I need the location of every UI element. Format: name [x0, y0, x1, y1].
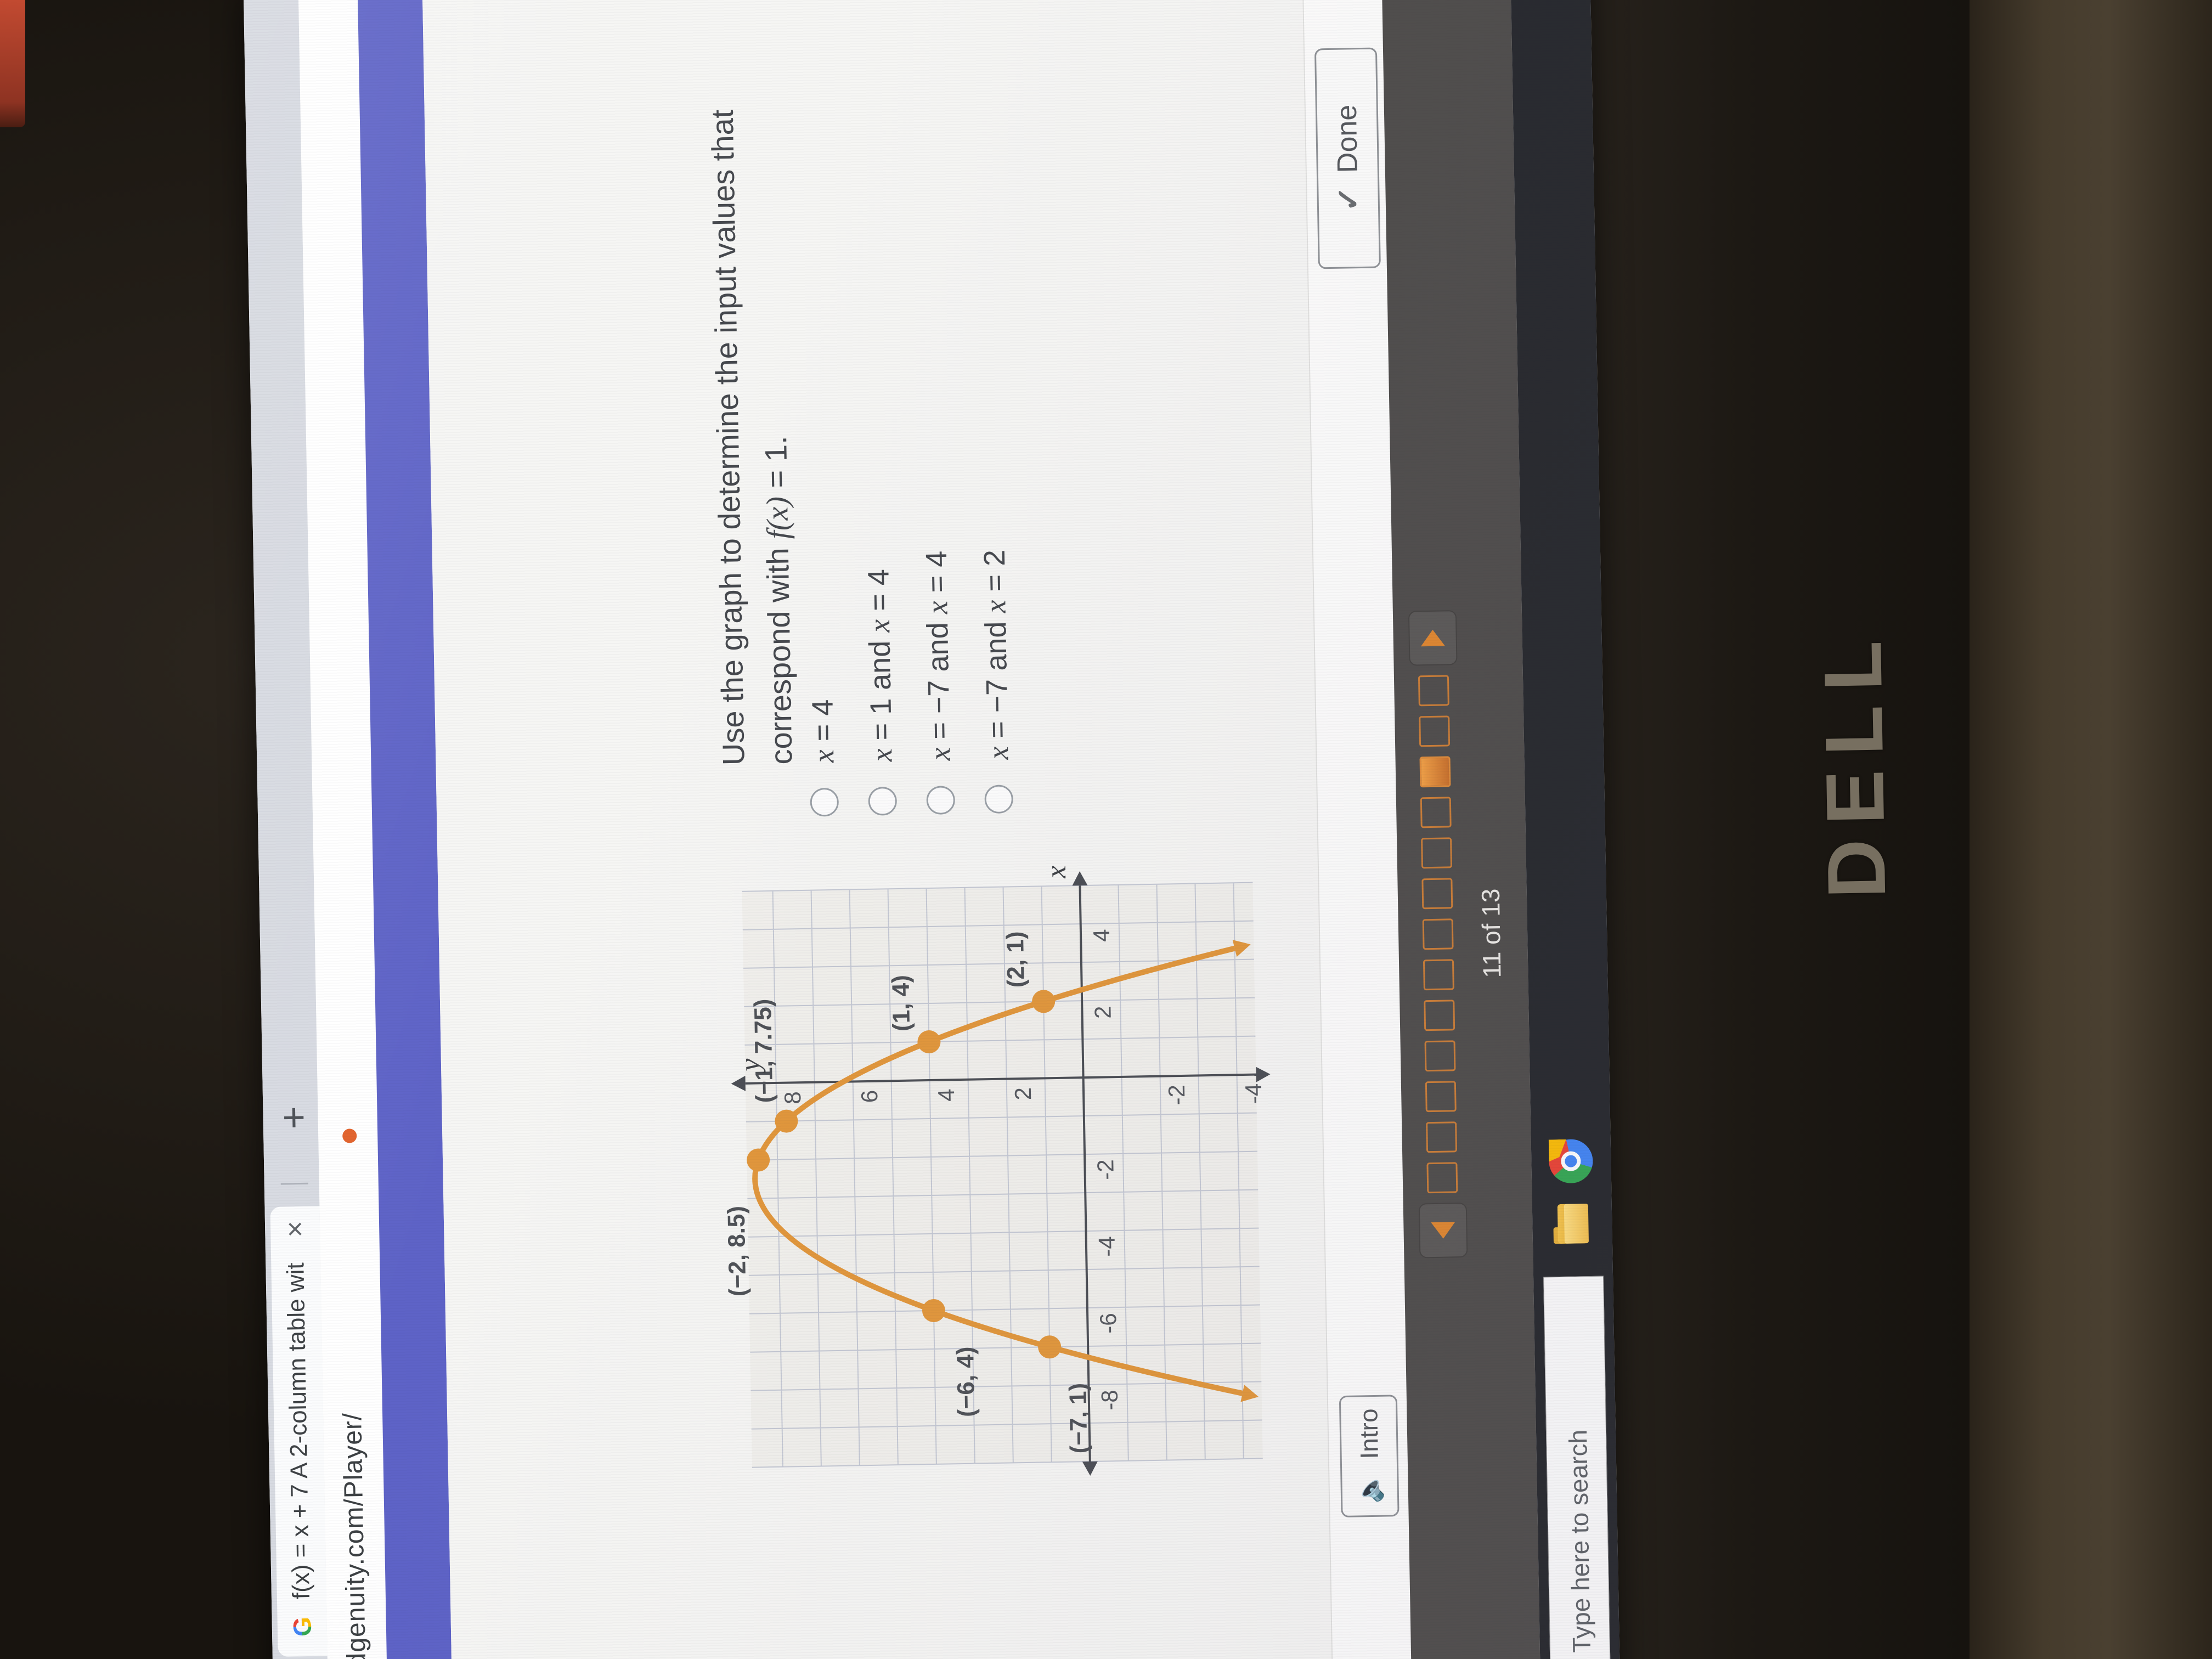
- point-label: (1, 4): [887, 974, 916, 1032]
- tab-title: f(x) = x + 7 A 2-column table wit: [282, 1262, 315, 1600]
- progress-square-3[interactable]: [1425, 1081, 1457, 1113]
- intro-button[interactable]: 🔈 Intro: [1339, 1395, 1400, 1518]
- radio-button[interactable]: [984, 785, 1014, 814]
- file-explorer-icon[interactable]: [1550, 1201, 1594, 1246]
- speaker-icon: 🔈: [1355, 1472, 1384, 1504]
- progress-square-6[interactable]: [1423, 959, 1454, 991]
- radio-button[interactable]: [810, 787, 839, 817]
- radio-button[interactable]: [926, 786, 956, 815]
- url-text[interactable]: dgenuity.com/Player/: [338, 1412, 372, 1659]
- background-table: [1953, 0, 2212, 1659]
- option-label: x = −7 and x = 2: [978, 549, 1015, 760]
- check-icon: ✓: [1330, 185, 1366, 212]
- notification-dot-icon: [342, 1128, 357, 1143]
- google-favicon-icon: G: [286, 1611, 318, 1643]
- point-label: (−6, 4): [952, 1346, 980, 1418]
- point-label: (2, 1): [1001, 931, 1030, 988]
- svg-text:2: 2: [1090, 1006, 1115, 1019]
- point-label: (−7, 1): [1064, 1383, 1093, 1454]
- svg-text:-4: -4: [1094, 1236, 1120, 1257]
- graph-canvas: -8 -6 -4 -2 2 4 8 6 4 2 -2 -4: [731, 871, 1271, 1476]
- progress-square-9[interactable]: [1421, 837, 1453, 869]
- question-text: Use the graph to determine the input val…: [704, 109, 799, 766]
- progress-square-13[interactable]: [1418, 675, 1449, 707]
- intro-button-label: Intro: [1354, 1408, 1384, 1459]
- done-button-label: Done: [1330, 104, 1364, 173]
- option-label: x = 4: [806, 699, 840, 763]
- tab-divider: [280, 1182, 308, 1185]
- svg-text:2: 2: [1010, 1087, 1036, 1101]
- svg-text:6: 6: [856, 1090, 882, 1103]
- progress-square-5[interactable]: [1424, 1000, 1455, 1031]
- point-label: (−1, 7.75): [749, 998, 778, 1103]
- player-content: -8 -6 -4 -2 2 4 8 6 4 2 -2 -4 (−7, 1) (−6, 4) (−2, 8.…: [422, 0, 1336, 1659]
- laptop-bottom-bezel: [1585, 0, 1970, 1659]
- svg-text:4: 4: [1088, 929, 1114, 942]
- answer-options: x = 4 x = 1 and x = 4 x = −7 and x = 4 x = …: [794, 45, 1040, 817]
- svg-text:-4: -4: [1240, 1083, 1267, 1104]
- math-fx: f(x): [760, 496, 795, 540]
- svg-text:-2: -2: [1164, 1085, 1190, 1105]
- chrome-icon[interactable]: [1548, 1138, 1594, 1184]
- x-axis-label: x: [1040, 865, 1073, 879]
- progress-square-10[interactable]: [1420, 797, 1452, 828]
- tab-close-icon[interactable]: ×: [279, 1220, 312, 1238]
- svg-text:-8: -8: [1097, 1390, 1123, 1410]
- answer-option-4[interactable]: x = −7 and x = 2: [969, 45, 1016, 814]
- search-placeholder: Type here to search: [1563, 1429, 1596, 1653]
- progress-square-12[interactable]: [1419, 715, 1451, 747]
- svg-text:-6: -6: [1095, 1313, 1121, 1334]
- option-label: x = 1 and x = 4: [862, 568, 899, 762]
- answer-option-3[interactable]: x = −7 and x = 4: [911, 46, 958, 815]
- svg-text:-2: -2: [1092, 1159, 1119, 1180]
- y-axis-label: y: [734, 1058, 766, 1072]
- new-tab-button[interactable]: +: [272, 1105, 317, 1130]
- progress-square-1[interactable]: [1426, 1162, 1458, 1194]
- progress-square-2[interactable]: [1426, 1121, 1458, 1153]
- progress-square-4[interactable]: [1424, 1040, 1456, 1072]
- progress-square-7[interactable]: [1422, 918, 1454, 950]
- done-button[interactable]: ✓ Done: [1314, 47, 1381, 269]
- browser-tab[interactable]: G f(x) = x + 7 A 2-column table wit ×: [270, 1206, 328, 1657]
- radio-button[interactable]: [868, 786, 898, 816]
- prev-lesson-button[interactable]: [1418, 1202, 1468, 1259]
- taskbar-search-input[interactable]: Type here to search: [1543, 1276, 1613, 1659]
- laptop-screen: G f(x) = x + 7 A 2-column table wit × + …: [243, 0, 1624, 1659]
- answer-option-2[interactable]: x = 1 and x = 4: [853, 47, 900, 816]
- function-graph: -8 -6 -4 -2 2 4 8 6 4 2 -2 -4 (−7, 1) (−6, 4) (−2, 8.…: [723, 822, 1290, 1610]
- progress-square-8[interactable]: [1421, 878, 1453, 910]
- dell-logo: DELL: [1805, 625, 1903, 900]
- svg-text:4: 4: [933, 1088, 959, 1102]
- background-object: [0, 0, 25, 127]
- point-label: (−2, 8.5): [723, 1205, 752, 1297]
- next-lesson-button[interactable]: [1408, 610, 1458, 666]
- option-label: x = −7 and x = 4: [919, 550, 957, 761]
- progress-square-11[interactable]: [1419, 756, 1451, 788]
- svg-text:8: 8: [780, 1091, 805, 1104]
